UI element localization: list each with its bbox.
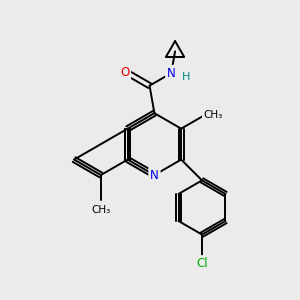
Text: H: H bbox=[182, 72, 191, 82]
Text: N: N bbox=[150, 169, 159, 182]
Text: Cl: Cl bbox=[196, 257, 208, 270]
Text: N: N bbox=[167, 67, 176, 80]
Text: CH₃: CH₃ bbox=[203, 110, 223, 120]
Text: CH₃: CH₃ bbox=[91, 206, 110, 215]
Text: O: O bbox=[120, 66, 129, 79]
